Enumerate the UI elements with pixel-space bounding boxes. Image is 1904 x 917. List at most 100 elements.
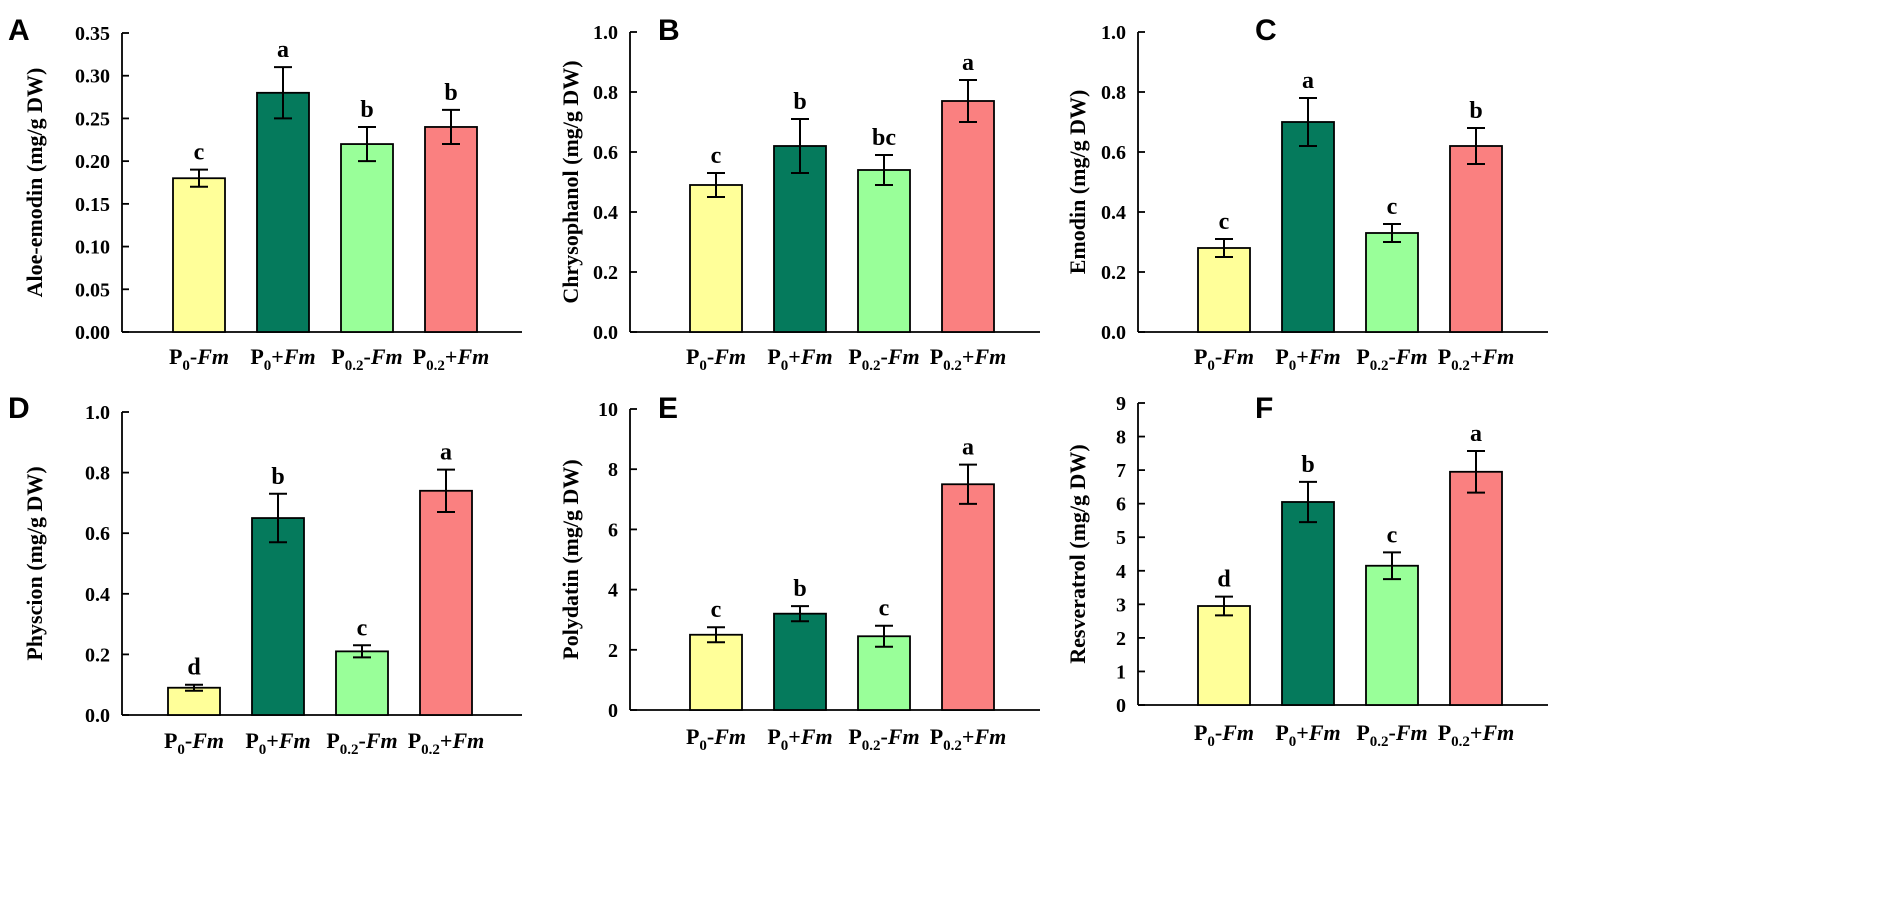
significance-letter: a [962, 50, 974, 76]
y-tick-label: 0.8 [85, 463, 110, 485]
y-tick-label: 9 [1116, 393, 1126, 415]
bar-p0-fm [172, 177, 226, 333]
error-bar [875, 624, 893, 648]
bar-p0-2-fm [424, 126, 478, 333]
bar-p0-fm [773, 145, 827, 333]
y-tick-label: 0.0 [85, 705, 110, 727]
category-label: P0.2-Fm [331, 344, 402, 374]
bar-p0-2-fm [941, 483, 995, 711]
significance-letter: c [1219, 209, 1230, 235]
y-tick-label: 6 [1116, 494, 1126, 516]
y-tick-label: 8 [608, 459, 618, 481]
y-tick-label: 1 [1116, 661, 1126, 683]
error-bar [358, 125, 376, 163]
bar-p0-fm [1197, 247, 1251, 333]
category-label: P0.2+Fm [930, 724, 1007, 754]
y-axis-label: Chrysophanol (mg/g DW) [558, 60, 583, 303]
significance-letter: a [440, 440, 452, 466]
y-tick-label: 4 [1116, 561, 1126, 583]
y-tick-label: 0.0 [593, 322, 618, 344]
bar-p0-fm [689, 184, 743, 333]
y-axis-label: Physcion (mg/g DW) [22, 466, 47, 660]
category-label: P0+Fm [1275, 344, 1340, 374]
significance-letter: c [1387, 194, 1398, 220]
chart-panel-e: E 0 2 4 6 8 10 Polydatin (mg/g DW) c P0-Fm b P0+Fm c… [558, 392, 1040, 754]
chart-panel-f: F 0 1 2 3 4 5 6 7 8 9 Resveratrol (mg/g DW) d P0-Fm b P… [1065, 392, 1548, 750]
significance-letter: b [271, 464, 284, 490]
y-tick-label: 0.6 [593, 142, 618, 164]
category-label: P0-Fm [1194, 344, 1254, 374]
significance-letter: a [277, 37, 289, 63]
y-tick-label: 1.0 [1101, 22, 1126, 44]
chart-panel-d: D 0.0 0.2 0.4 0.6 0.8 1.0 Physcion (mg/g DW) d P0… [8, 392, 522, 758]
y-tick-label: 0.8 [593, 82, 618, 104]
bar-p0-fm [1197, 605, 1251, 706]
y-tick-label: 0.2 [1101, 262, 1126, 284]
bar-p0-2-fm [340, 143, 394, 333]
y-tick-label: 0.10 [75, 237, 110, 259]
error-bar [959, 463, 977, 505]
y-tick-label: 0.05 [75, 279, 110, 301]
y-tick-label: 0.2 [85, 644, 110, 666]
panel-letter: D [8, 392, 30, 425]
error-bar [1383, 551, 1401, 581]
y-tick-label: 0.4 [85, 584, 110, 606]
bar-p0-2-fm [1365, 564, 1419, 706]
panel-letter: A [8, 14, 30, 47]
significance-letter: b [1469, 98, 1482, 124]
bar-p0-2-fm [857, 635, 911, 711]
y-tick-label: 0.15 [75, 194, 110, 216]
significance-letter: d [1217, 567, 1231, 593]
significance-letter: c [357, 615, 368, 641]
significance-letter: a [962, 435, 974, 461]
significance-letter: a [1470, 421, 1482, 447]
category-label: P0-Fm [686, 724, 746, 754]
category-label: P0.2+Fm [1438, 720, 1515, 750]
y-tick-label: 2 [1116, 628, 1126, 650]
error-bar [707, 172, 725, 198]
category-label: P0-Fm [164, 728, 224, 758]
y-tick-label: 4 [608, 580, 618, 602]
y-tick-label: 0 [1116, 695, 1126, 717]
category-label: P0+Fm [767, 724, 832, 754]
bar-p0-2-fm [941, 100, 995, 333]
y-axis-label: Polydatin (mg/g DW) [558, 459, 583, 659]
error-bar [185, 683, 203, 692]
chart-panel-a: A 0.00 0.05 0.10 0.15 0.20 0.25 0.30 0.35 Aloe-em… [8, 14, 522, 374]
y-tick-label: 1.0 [593, 22, 618, 44]
significance-letter: bc [872, 125, 896, 151]
error-bar [442, 108, 460, 146]
y-tick-label: 0 [608, 700, 618, 722]
category-label: P0.2+Fm [1438, 344, 1515, 374]
y-tick-label: 0.25 [75, 108, 110, 130]
bar-p0-2-fm [1449, 145, 1503, 333]
category-label: P0+Fm [245, 728, 310, 758]
significance-letter: b [1301, 452, 1314, 478]
error-bar [1467, 127, 1485, 165]
y-tick-label: 0.35 [75, 23, 110, 45]
panel-letter: B [658, 14, 680, 47]
chart-panel-b: B 0.0 0.2 0.4 0.6 0.8 1.0 Chrysophanol (mg/g DW… [558, 14, 1040, 374]
panel-letter: E [658, 392, 678, 425]
y-tick-label: 8 [1116, 427, 1126, 449]
error-bar [1467, 449, 1485, 494]
error-bar [1299, 480, 1317, 524]
category-label: P0.2-Fm [1356, 344, 1427, 374]
bar-p0-fm [773, 612, 827, 711]
y-tick-label: 2 [608, 640, 618, 662]
significance-letter: c [711, 143, 722, 169]
y-tick-label: 0.0 [1101, 322, 1126, 344]
chart-panel-c: C 0.0 0.2 0.4 0.6 0.8 1.0 Emodin (mg/g DW) c P0-F… [1065, 14, 1548, 374]
category-label: P0.2+Fm [408, 728, 485, 758]
error-bar [1215, 238, 1233, 258]
y-tick-label: 0.8 [1101, 82, 1126, 104]
category-label: P0+Fm [250, 344, 315, 374]
bar-p0-2-fm [1365, 232, 1419, 333]
category-label: P0.2+Fm [413, 344, 490, 374]
error-bar [1383, 223, 1401, 243]
bar-p0-2-fm [1449, 470, 1503, 706]
bar-p0-2-fm [419, 489, 473, 716]
y-tick-label: 6 [608, 519, 618, 541]
error-bar [791, 118, 809, 174]
